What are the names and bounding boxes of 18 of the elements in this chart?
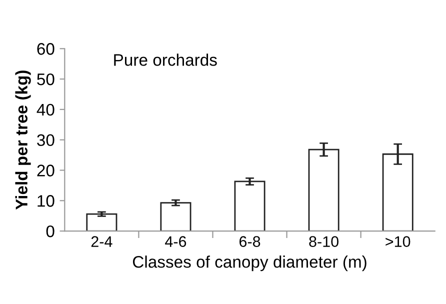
annotation: Pure orchards [114,54,217,66]
y-tick-label: 40 [36,104,54,116]
bar [160,202,192,232]
y-tick-label: 0 [46,225,54,238]
bar [86,213,118,232]
y-tick-label: 20 [37,164,54,176]
y-tick-label: 50 [37,73,54,86]
x-tick-label: 4-6 [165,236,186,247]
y-tick-label: 10 [38,195,54,207]
x-tick-label: >10 [386,236,410,247]
y-tick-label: 60 [37,43,54,55]
y-axis-title: Yield per tree (kg) [15,70,31,210]
bar [234,180,266,232]
x-axis-title: Classes of canopy diameter (m) [132,256,366,272]
y-tick-label: 30 [37,134,54,146]
x-tick-label: 2-4 [91,236,112,247]
x-tick-label: 8-10 [309,236,338,247]
x-tick-label: 6-8 [239,236,260,247]
